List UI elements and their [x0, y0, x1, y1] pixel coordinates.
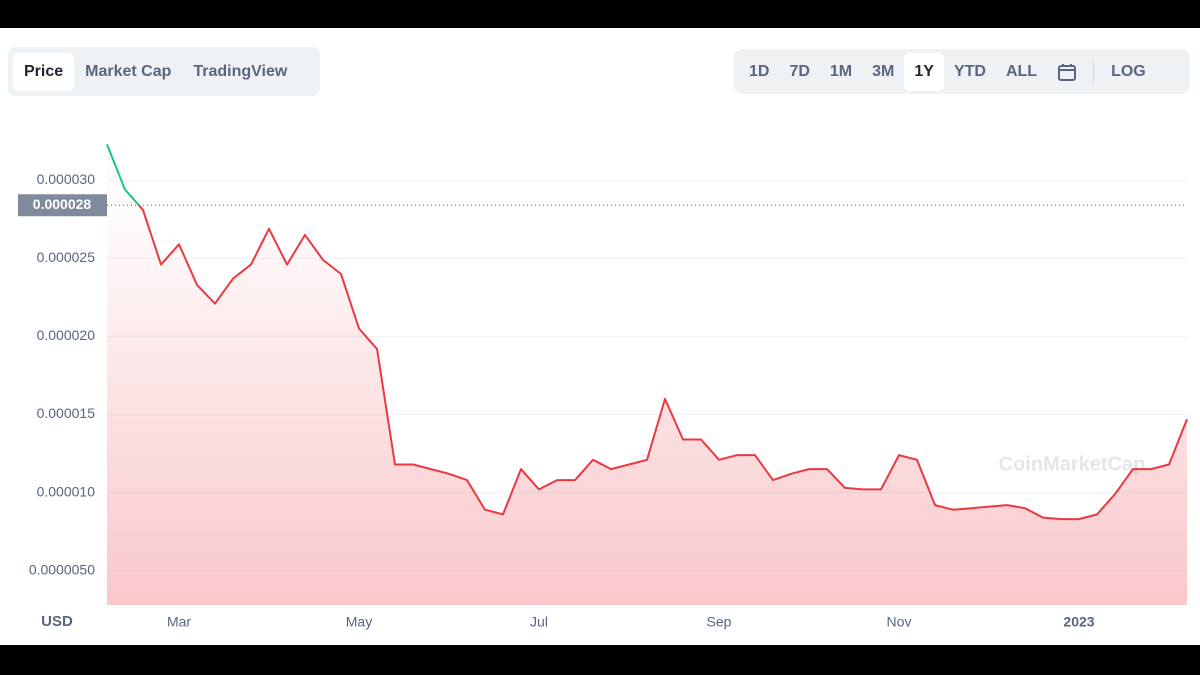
x-tick-label: Mar	[167, 614, 191, 630]
y-tick-label: 0.000015	[37, 405, 96, 421]
y-tick-label: 0.0000050	[29, 561, 95, 577]
y-tick-label: 0.000010	[37, 483, 96, 499]
current-price-label: 0.000028	[33, 196, 92, 212]
calendar-button[interactable]	[1047, 53, 1087, 91]
button[interactable]: 3M	[872, 62, 895, 80]
letterbox-top	[0, 0, 1200, 28]
y-tick-label: 0.000030	[37, 171, 96, 187]
button[interactable]: 1Y	[904, 52, 944, 91]
x-tick-label: Sep	[707, 614, 732, 630]
watermark: CoinMarketCap	[999, 453, 1146, 475]
y-axis-label: USD	[41, 613, 73, 630]
x-tick-label: May	[346, 614, 372, 630]
button[interactable]: LOG	[1111, 62, 1146, 80]
letterbox-bottom	[0, 645, 1200, 675]
y-tick-label: 0.000020	[37, 327, 96, 343]
current-price-box	[18, 194, 107, 217]
button[interactable]: 1M	[829, 62, 853, 80]
tab-group: Price Market Cap TradingView	[8, 47, 320, 96]
button[interactable]: ALL	[1005, 62, 1038, 80]
separator	[1093, 60, 1095, 83]
price-area	[107, 144, 1187, 605]
button[interactable]: YTD	[953, 62, 986, 80]
button[interactable]: Market Cap	[85, 62, 172, 80]
button[interactable]: 7D	[789, 62, 810, 80]
price-line	[106, 144, 1188, 521]
calendar-icon	[1058, 63, 1077, 81]
y-tick-label: 0.000025	[37, 249, 96, 265]
x-tick-label: Nov	[887, 614, 912, 630]
button[interactable]: TradingView	[193, 62, 288, 80]
button[interactable]: 1D	[749, 62, 770, 80]
x-tick-label: 2023	[1063, 614, 1094, 630]
button[interactable]: Price	[13, 52, 75, 91]
range-group: 1D 7D 1M 3M 1Y YTD ALL LOG	[734, 49, 1190, 94]
x-tick-label: Jul	[530, 614, 548, 630]
